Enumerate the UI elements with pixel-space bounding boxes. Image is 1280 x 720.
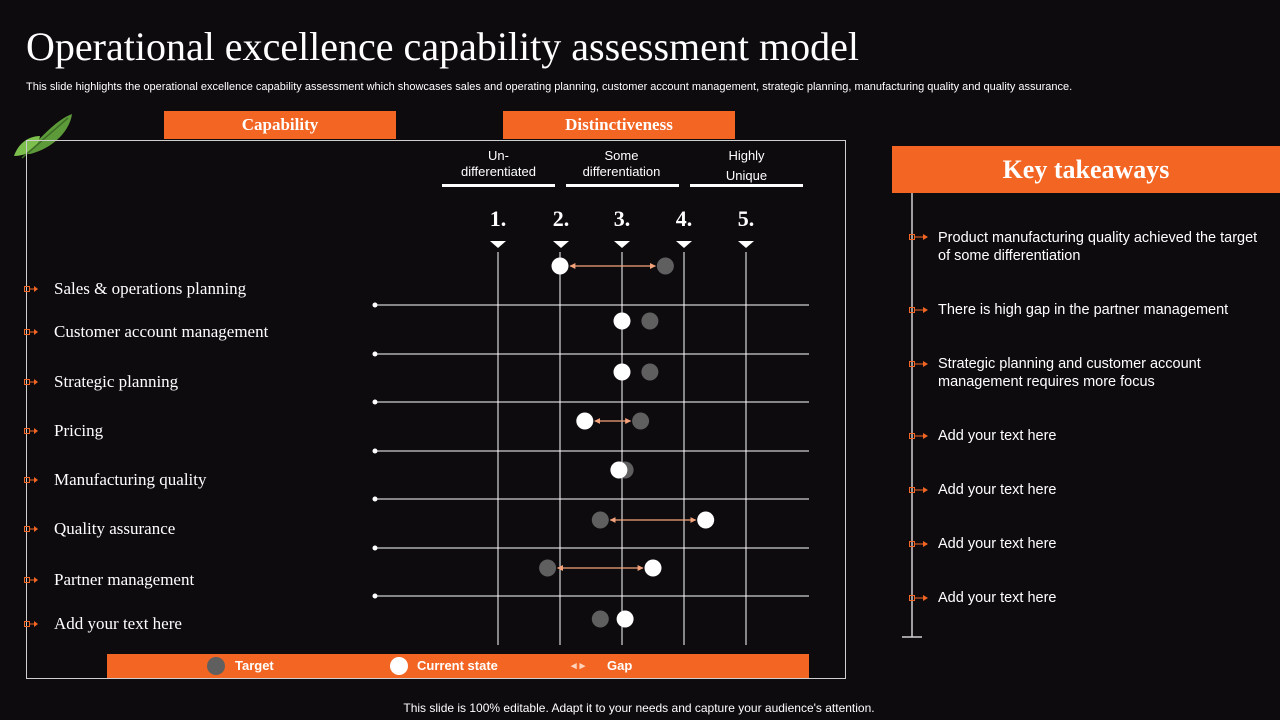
row-separator-dot bbox=[372, 545, 378, 551]
legend-target-label: Target bbox=[235, 658, 274, 673]
target-dot bbox=[591, 610, 609, 628]
takeaway-bullet-icon bbox=[909, 541, 928, 547]
row-label: Sales & operations planning bbox=[54, 279, 247, 298]
key-takeaways-timeline bbox=[902, 193, 922, 638]
takeaway-bullet-icon bbox=[909, 361, 928, 367]
row-label: Strategic planning bbox=[54, 372, 179, 391]
takeaway-item: There is high gap in the partner managem… bbox=[938, 302, 1229, 318]
target-dot bbox=[641, 363, 659, 381]
footer-note: This slide is 100% editable. Adapt it to… bbox=[403, 701, 875, 715]
row-separator-dot bbox=[372, 593, 378, 599]
row-bullet-icon bbox=[24, 477, 38, 483]
legend-gap-label: Gap bbox=[607, 658, 633, 673]
row-label: Quality assurance bbox=[54, 519, 176, 538]
column-label-undifferentiated: Un- differentiated bbox=[461, 148, 536, 179]
takeaway-bullet-icon bbox=[909, 433, 928, 439]
capability-header: Capability bbox=[164, 111, 396, 139]
current-state-dot bbox=[576, 412, 594, 430]
row-bullet-icon bbox=[24, 428, 38, 434]
current-state-dot bbox=[551, 257, 569, 275]
row-bullet-icon bbox=[24, 329, 38, 335]
scale-number-2: 2. bbox=[552, 206, 570, 231]
legend-target-dot bbox=[207, 657, 225, 675]
current-state-dot bbox=[613, 363, 631, 381]
row-bullet-icon bbox=[24, 379, 38, 385]
column-underline bbox=[442, 184, 555, 187]
target-dot bbox=[539, 559, 557, 577]
scale-number-1: 1. bbox=[489, 206, 507, 231]
page-subtitle: This slide highlights the operational ex… bbox=[26, 81, 1073, 93]
scale-marker-4 bbox=[676, 241, 692, 248]
scale-number-4: 4. bbox=[675, 206, 693, 231]
scale-marker-1 bbox=[490, 241, 506, 248]
takeaway-item: Add your text here bbox=[938, 590, 1057, 606]
target-dot bbox=[632, 412, 650, 430]
assessment-panel bbox=[26, 140, 846, 679]
target-dot bbox=[641, 312, 659, 330]
key-takeaways-title: Key takeaways bbox=[892, 146, 1280, 193]
row-separator-dot bbox=[372, 351, 378, 357]
takeaway-item: Add your text here bbox=[938, 482, 1057, 498]
scale-marker-2 bbox=[553, 241, 569, 248]
row-separator-dot bbox=[372, 399, 378, 405]
current-state-dot bbox=[610, 461, 628, 479]
column-label-some-differentiation: Some differentiation bbox=[582, 148, 661, 179]
row-label: Add your text here bbox=[54, 614, 182, 633]
takeaway-item: Add your text here bbox=[938, 428, 1057, 444]
column-underline bbox=[566, 184, 679, 187]
column-label-highly-unique: Highly Unique bbox=[725, 148, 768, 183]
target-dot bbox=[656, 257, 674, 275]
row-separator-dot bbox=[372, 302, 378, 308]
row-bullet-icon bbox=[24, 286, 38, 292]
scale-marker-5 bbox=[738, 241, 754, 248]
scale-number-3: 3. bbox=[613, 206, 631, 231]
legend-current-label: Current state bbox=[417, 658, 498, 673]
current-state-dot bbox=[616, 610, 634, 628]
row-separator-dot bbox=[372, 496, 378, 502]
legend-gap-arrow-icon: ◂ ▸ bbox=[571, 660, 586, 672]
takeaway-item: Add your text here bbox=[938, 536, 1057, 552]
scale-marker-3 bbox=[614, 241, 630, 248]
row-label: Customer account management bbox=[54, 322, 269, 341]
scale-number-5: 5. bbox=[737, 206, 755, 231]
column-underline bbox=[690, 184, 803, 187]
takeaway-bullet-icon bbox=[909, 307, 928, 313]
takeaway-item: Product manufacturing quality achieved t… bbox=[938, 230, 1258, 264]
row-bullet-icon bbox=[24, 621, 38, 627]
row-separator-dot bbox=[372, 448, 378, 454]
row-bullet-icon bbox=[24, 526, 38, 532]
row-label: Manufacturing quality bbox=[54, 470, 207, 489]
chart-legend: Target Current state ◂ ▸ Gap bbox=[107, 654, 809, 678]
takeaway-item: Strategic planning and customer account … bbox=[938, 356, 1201, 390]
legend-current-dot bbox=[390, 657, 408, 675]
takeaway-bullet-icon bbox=[909, 595, 928, 601]
takeaway-bullet-icon bbox=[909, 487, 928, 493]
target-dot bbox=[591, 511, 609, 529]
current-state-dot bbox=[613, 312, 631, 330]
row-bullet-icon bbox=[24, 577, 38, 583]
row-label: Pricing bbox=[54, 421, 104, 440]
takeaway-bullet-icon bbox=[909, 234, 928, 240]
page-title: Operational excellence capability assess… bbox=[26, 24, 860, 69]
row-label: Partner management bbox=[54, 570, 195, 589]
current-state-dot bbox=[644, 559, 662, 577]
current-state-dot bbox=[697, 511, 715, 529]
distinctiveness-header: Distinctiveness bbox=[503, 111, 735, 139]
